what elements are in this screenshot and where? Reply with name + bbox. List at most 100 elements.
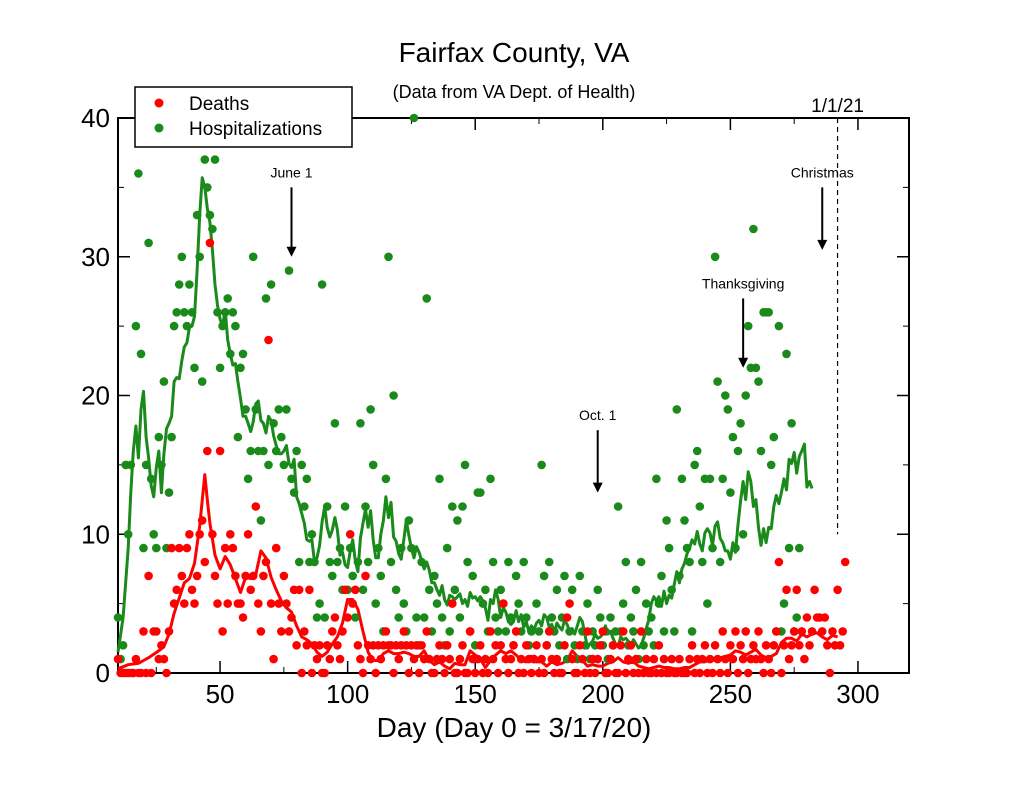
deaths-point	[636, 627, 646, 636]
annotation-label: Christmas	[791, 164, 854, 180]
deaths-point	[654, 641, 664, 650]
deaths-point	[613, 668, 623, 678]
hospitalizations-point	[233, 432, 243, 442]
data-points	[113, 113, 850, 678]
hospitalizations-point	[519, 557, 528, 567]
deaths-point	[565, 599, 574, 608]
deaths-point	[435, 641, 444, 650]
hospitalizations-point	[144, 238, 153, 248]
hospitalizations-point	[374, 543, 383, 553]
hospitalizations-point	[335, 543, 345, 553]
deaths-point	[284, 627, 294, 636]
deaths-point	[238, 613, 248, 622]
deaths-point	[139, 627, 148, 636]
legend: Deaths Hospitalizations	[134, 86, 353, 148]
deaths-point	[527, 668, 536, 678]
hospitalizations-point	[134, 169, 143, 178]
hospitalizations-point	[404, 516, 414, 525]
hospitalizations-point	[208, 224, 217, 234]
legend-label-deaths: Deaths	[189, 94, 249, 115]
y-tick-label: 20	[81, 381, 110, 411]
hospitalizations-point	[736, 419, 745, 428]
hospitalizations-point	[284, 266, 294, 275]
deaths-point	[789, 627, 799, 636]
deaths-point	[335, 654, 345, 664]
hospitalizations-point	[409, 113, 419, 123]
deaths-point	[305, 585, 314, 595]
deaths-point	[358, 668, 368, 678]
deaths-point	[269, 654, 278, 664]
deaths-point	[784, 654, 794, 664]
hospitalizations-point	[667, 585, 676, 595]
hospitalizations-point	[159, 377, 169, 386]
deaths-point	[797, 627, 807, 636]
y-tick-label: 0	[96, 658, 110, 688]
hospitalizations-point	[488, 557, 498, 567]
series-line-hospitalizations	[116, 176, 814, 653]
hospitalizations-point	[621, 557, 631, 567]
hospitalizations-point	[330, 419, 340, 428]
deaths-point	[146, 668, 156, 678]
hospitalizations-point	[287, 474, 296, 484]
deaths-point	[366, 654, 375, 664]
hospitalizations-point	[504, 557, 513, 567]
deaths-point	[274, 599, 284, 608]
deaths-point	[328, 627, 337, 636]
deaths-point	[721, 654, 730, 664]
hospitalizations-point	[223, 294, 232, 303]
deaths-point	[606, 654, 615, 664]
hospitalizations-point	[356, 419, 365, 428]
hospitalizations-point	[764, 308, 773, 317]
hospitalizations-point	[190, 363, 199, 373]
hospitalizations-point	[728, 432, 738, 442]
hospitalizations-point	[626, 613, 636, 622]
deaths-point	[282, 599, 291, 608]
hospitalizations-point	[177, 252, 187, 262]
deaths-point	[756, 654, 766, 664]
x-tick-label: 150	[454, 679, 497, 709]
hospitalizations-point	[631, 585, 641, 595]
deaths-point	[302, 641, 312, 650]
hospitalizations-point	[430, 571, 439, 581]
deaths-point	[131, 654, 141, 664]
deaths-point	[631, 654, 641, 664]
deaths-point	[197, 516, 207, 525]
deaths-point	[195, 530, 204, 539]
hospitalizations-point	[279, 460, 289, 470]
deaths-point	[455, 654, 465, 664]
deaths-point	[279, 571, 289, 581]
hospitalizations-point	[174, 280, 184, 289]
deaths-point	[192, 571, 202, 581]
series-line-deaths	[117, 473, 838, 671]
hospitalizations-point	[682, 543, 692, 553]
deaths-point	[667, 654, 676, 664]
deaths-point	[817, 627, 827, 636]
deaths-point	[506, 654, 516, 664]
hospitalizations-point	[381, 474, 391, 484]
chart-subtitle: (Data from VA Dept. of Health)	[393, 82, 636, 102]
deaths-point	[376, 654, 386, 664]
deaths-point	[113, 654, 123, 664]
hospitalizations-point	[389, 391, 398, 400]
y-tick-label: 40	[81, 103, 110, 133]
hospitalizations-point	[784, 543, 794, 553]
deaths-point	[172, 585, 181, 595]
deaths-point	[805, 641, 814, 650]
moving-average-lines	[116, 176, 838, 671]
deaths-point	[458, 641, 467, 650]
deaths-point	[476, 641, 485, 650]
deaths-point	[764, 654, 773, 664]
deaths-point	[779, 641, 789, 650]
deaths-point	[353, 641, 363, 650]
deaths-point	[833, 585, 842, 595]
hospitalizations-point	[371, 599, 381, 608]
hospitalizations-point	[348, 571, 358, 581]
deaths-point	[687, 641, 697, 650]
hospitalizations-point	[613, 502, 623, 511]
deaths-point	[618, 627, 628, 636]
hospitalizations-point	[534, 627, 544, 636]
hospitalizations-point	[399, 599, 409, 608]
deaths-point	[820, 613, 830, 622]
deaths-point	[256, 627, 266, 636]
